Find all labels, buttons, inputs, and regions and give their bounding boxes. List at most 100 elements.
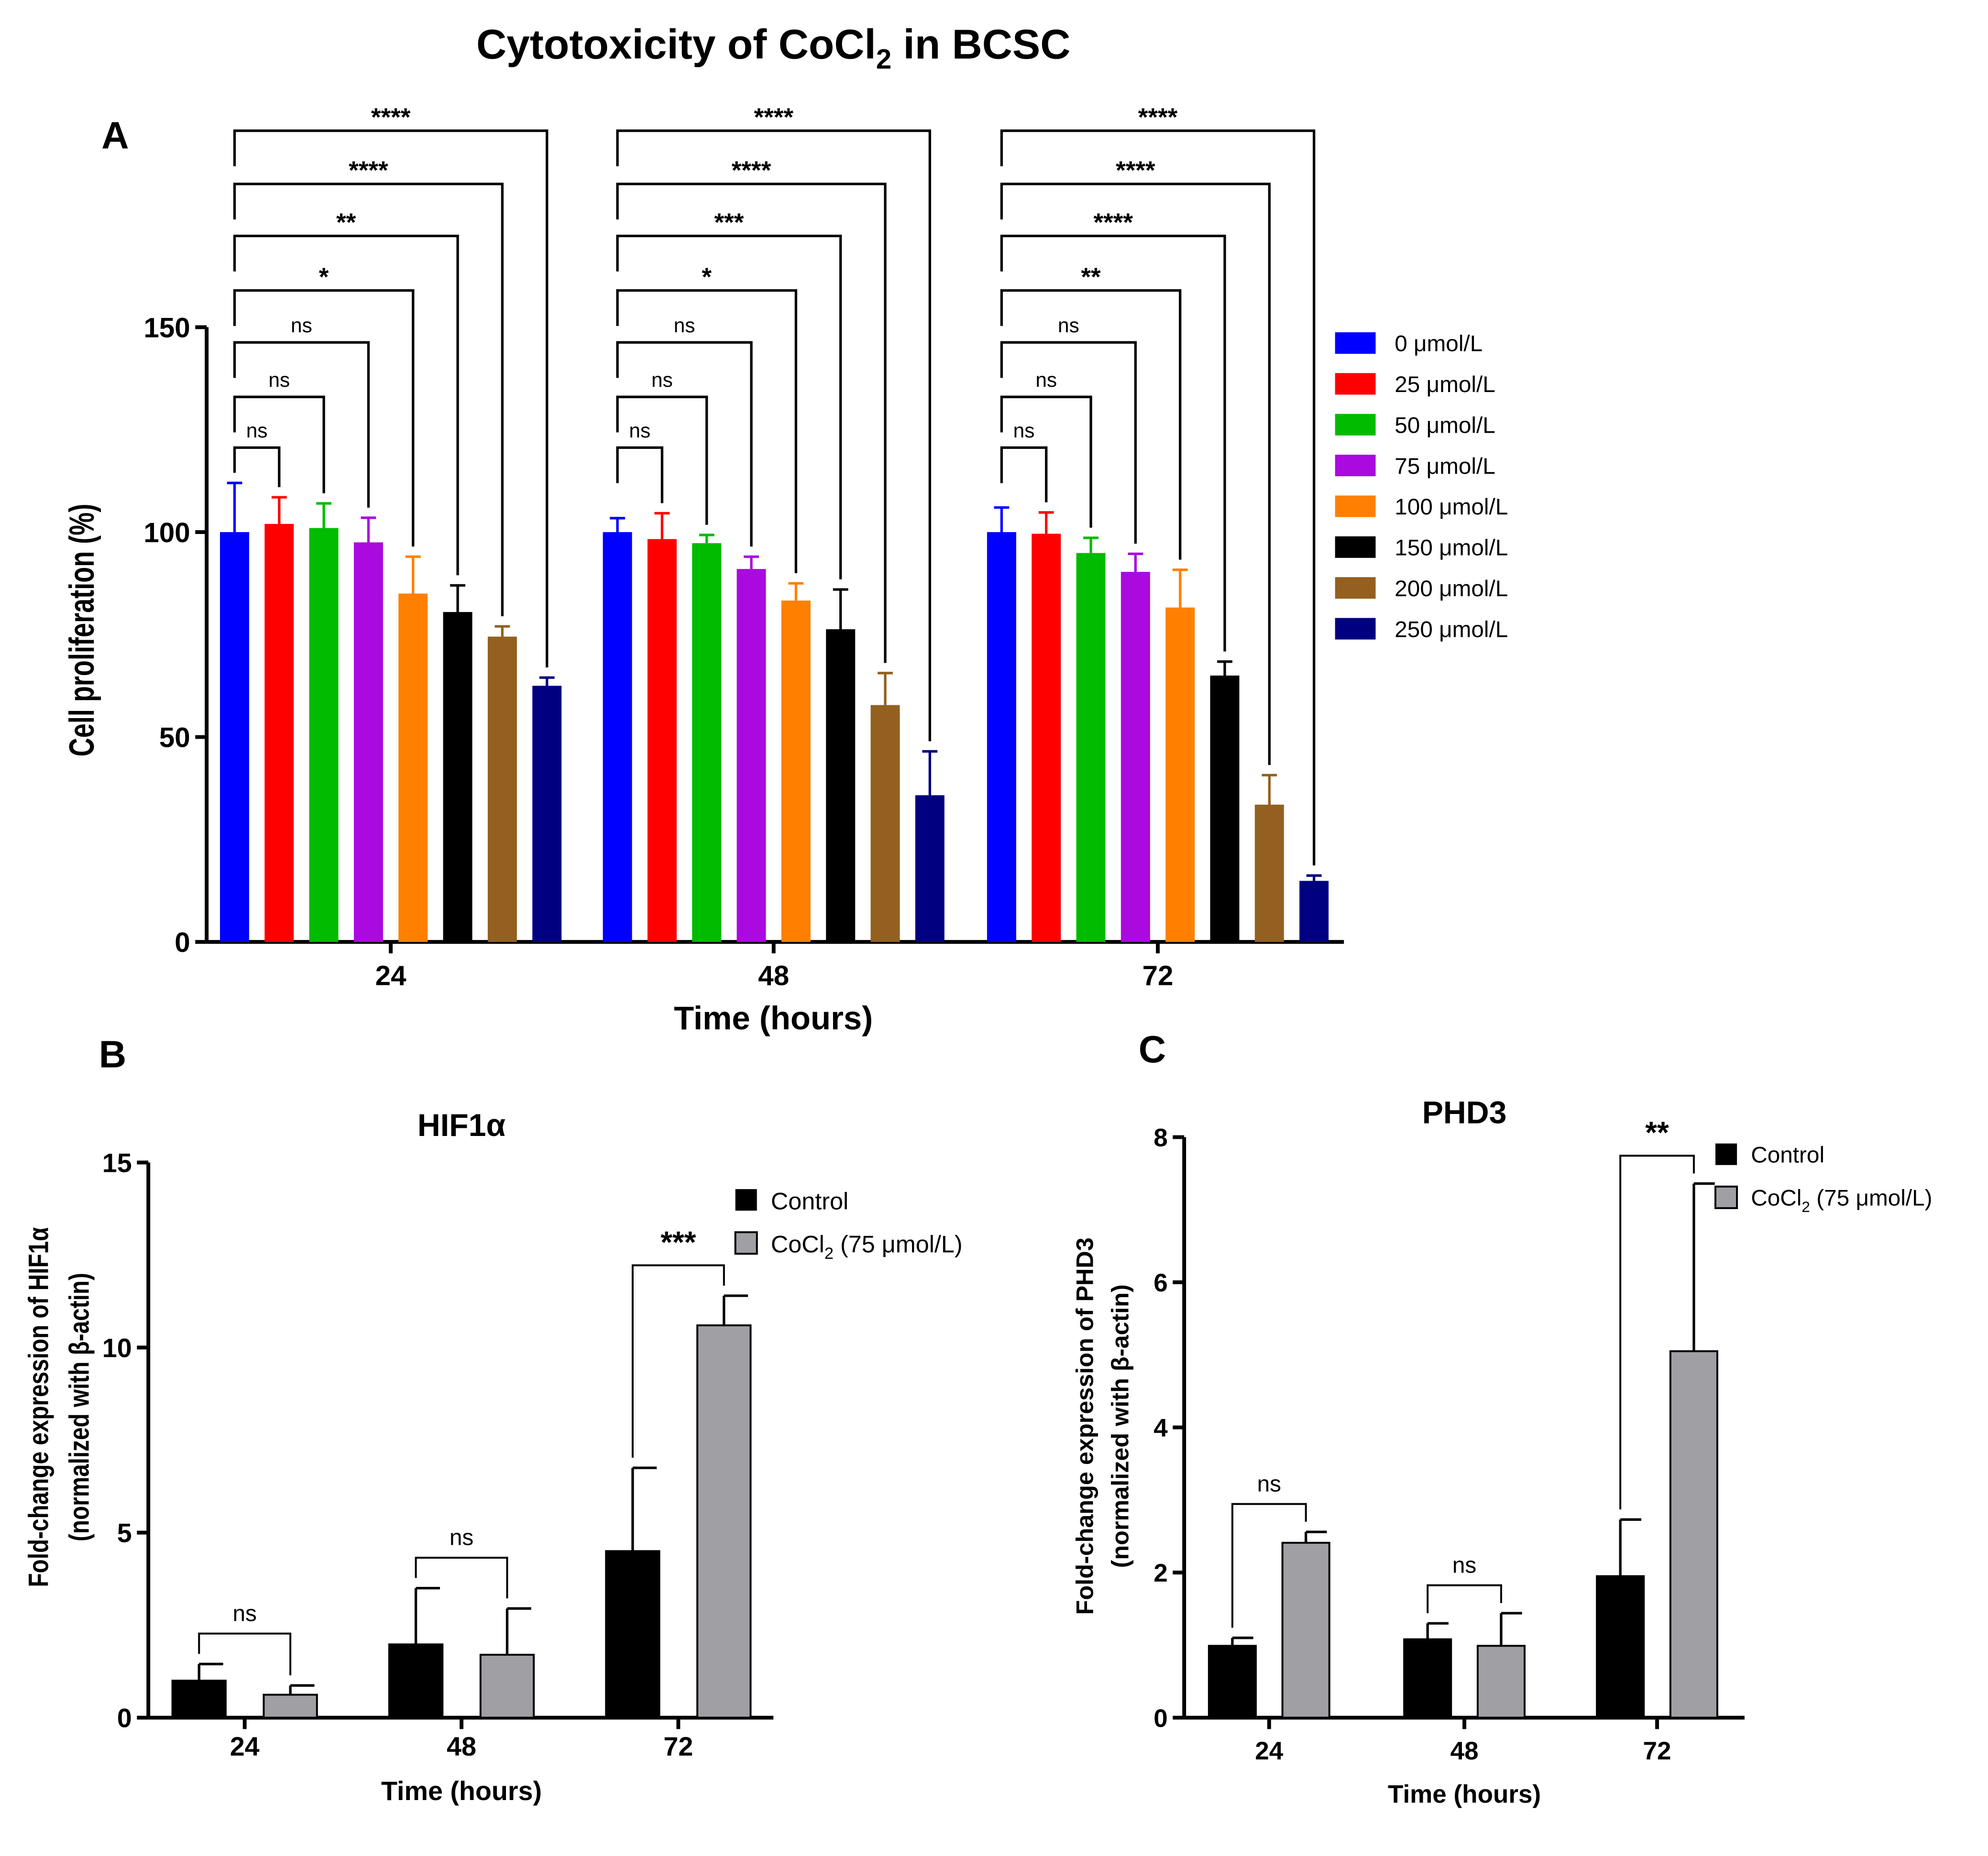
y-tick-label: 2: [1153, 1559, 1168, 1587]
significance-bracket: [616, 234, 842, 579]
legend-swatch: [1335, 414, 1376, 436]
significance-bracket: [616, 446, 664, 503]
significance-bracket: [616, 129, 932, 742]
bar: [1208, 1645, 1257, 1719]
y-tick-label: 0: [117, 1703, 132, 1733]
bar: [353, 542, 383, 942]
bar: [398, 593, 428, 942]
bar: [220, 532, 249, 942]
panel-label-a: A: [101, 114, 129, 157]
panel-b-x-label: Time (hours): [381, 1776, 542, 1806]
y-tick-label: 6: [1153, 1269, 1168, 1297]
panel-a-x-label: Time (hours): [674, 1000, 873, 1037]
legend-swatch-cocl2: [1714, 1185, 1738, 1209]
x-tick-label: 24: [375, 960, 406, 991]
legend-swatch: [1335, 373, 1376, 395]
significance-bracket: [616, 183, 887, 663]
legend-label-cocl2: CoCl2 (75 μmol/L): [1751, 1186, 1932, 1215]
panel-c-y-label-line2: (normalized with β-actin): [1107, 1284, 1134, 1568]
legend-swatch: [1335, 618, 1376, 640]
significance-bracket: [1000, 446, 1048, 502]
significance-label: ****: [1116, 156, 1155, 185]
panel-a-y-label: Cell proliferation (%): [62, 504, 101, 757]
significance-label: ns: [1257, 1471, 1281, 1496]
significance-label: ****: [1138, 103, 1178, 131]
x-tick-label: 48: [1450, 1737, 1479, 1765]
significance-label: ns: [629, 419, 650, 442]
legend-swatch: [1335, 332, 1376, 354]
significance-bracket: [233, 341, 370, 508]
legend-swatch: [1335, 536, 1376, 558]
panel-b-y-label-line1: Fold-change expression of HIF1α: [23, 1227, 55, 1587]
y-tick-label: 50: [159, 722, 190, 753]
significance-bracket: [1619, 1155, 1695, 1510]
bar: [692, 543, 722, 942]
bar: [870, 705, 900, 942]
significance-label: ***: [660, 1225, 696, 1259]
legend-label-cocl2: CoCl2 (75 μmol/L): [771, 1231, 963, 1263]
legend-swatch-cocl2: [734, 1231, 758, 1255]
significance-bracket: [1000, 129, 1316, 866]
significance-bracket: [1000, 289, 1182, 560]
significance-label: ns: [1035, 369, 1057, 391]
significance-label: ns: [1013, 419, 1035, 442]
bar: [1403, 1638, 1452, 1719]
panel-b-chart: HIF1α Fold-change expression of HIF1α (n…: [23, 1108, 962, 1806]
bar: [1165, 607, 1195, 942]
significance-label: ns: [450, 1525, 473, 1550]
y-tick-label: 0: [175, 927, 190, 958]
bar: [263, 1693, 318, 1719]
significance-bracket: [233, 183, 504, 616]
significance-bracket: [415, 1557, 508, 1599]
significance-label: **: [1645, 1116, 1669, 1150]
bar: [987, 532, 1016, 942]
bar: [781, 600, 811, 942]
panel-c-chart: PHD3 Fold-change expression of PHD3 (nor…: [1071, 1095, 1932, 1808]
panel-label-c: C: [1139, 1028, 1166, 1070]
significance-label: ****: [349, 156, 388, 185]
significance-label: ***: [714, 208, 744, 237]
bar: [696, 1324, 752, 1719]
bar: [532, 686, 562, 942]
significance-bracket: [233, 234, 459, 576]
significance-label: ****: [371, 103, 411, 131]
significance-label: ns: [674, 314, 695, 337]
bar: [309, 528, 339, 942]
legend-label: 150 μmol/L: [1395, 535, 1508, 561]
significance-label: ****: [732, 156, 771, 185]
legend-label: 75 μmol/L: [1395, 454, 1495, 479]
bar: [603, 532, 632, 942]
x-tick-label: 24: [230, 1732, 260, 1761]
panel-c-x-label: Time (hours): [1388, 1780, 1541, 1808]
legend-label: 25 μmol/L: [1395, 372, 1495, 397]
significance-label: *: [319, 263, 329, 291]
legend-label: 0 μmol/L: [1395, 331, 1483, 357]
significance-label: **: [336, 208, 356, 237]
legend-label: 250 μmol/L: [1395, 617, 1508, 642]
significance-label: ns: [291, 314, 312, 337]
significance-bracket: [233, 289, 415, 547]
significance-label: ****: [1093, 208, 1133, 237]
legend-swatch: [1335, 455, 1376, 477]
bar: [1076, 553, 1106, 942]
bar: [264, 524, 294, 942]
y-tick-label: 10: [102, 1333, 132, 1363]
panel-b-legend: Control CoCl2 (75 μmol/L): [734, 1188, 963, 1263]
bar: [1032, 534, 1061, 942]
panel-c-y-label-line1: Fold-change expression of PHD3: [1071, 1237, 1098, 1615]
significance-label: ns: [268, 369, 290, 391]
bar: [1596, 1575, 1645, 1719]
bar: [1476, 1645, 1526, 1719]
bar: [605, 1550, 660, 1719]
significance-bracket: [1000, 183, 1271, 765]
x-tick-label: 48: [758, 960, 789, 991]
bar: [1210, 675, 1240, 942]
bar: [915, 795, 945, 942]
x-tick-label: 72: [1142, 960, 1174, 991]
significance-bracket: [233, 446, 281, 487]
y-tick-label: 8: [1153, 1124, 1168, 1152]
bar: [1299, 881, 1329, 942]
panel-label-b: B: [99, 1033, 126, 1076]
significance-bracket: [616, 341, 753, 547]
